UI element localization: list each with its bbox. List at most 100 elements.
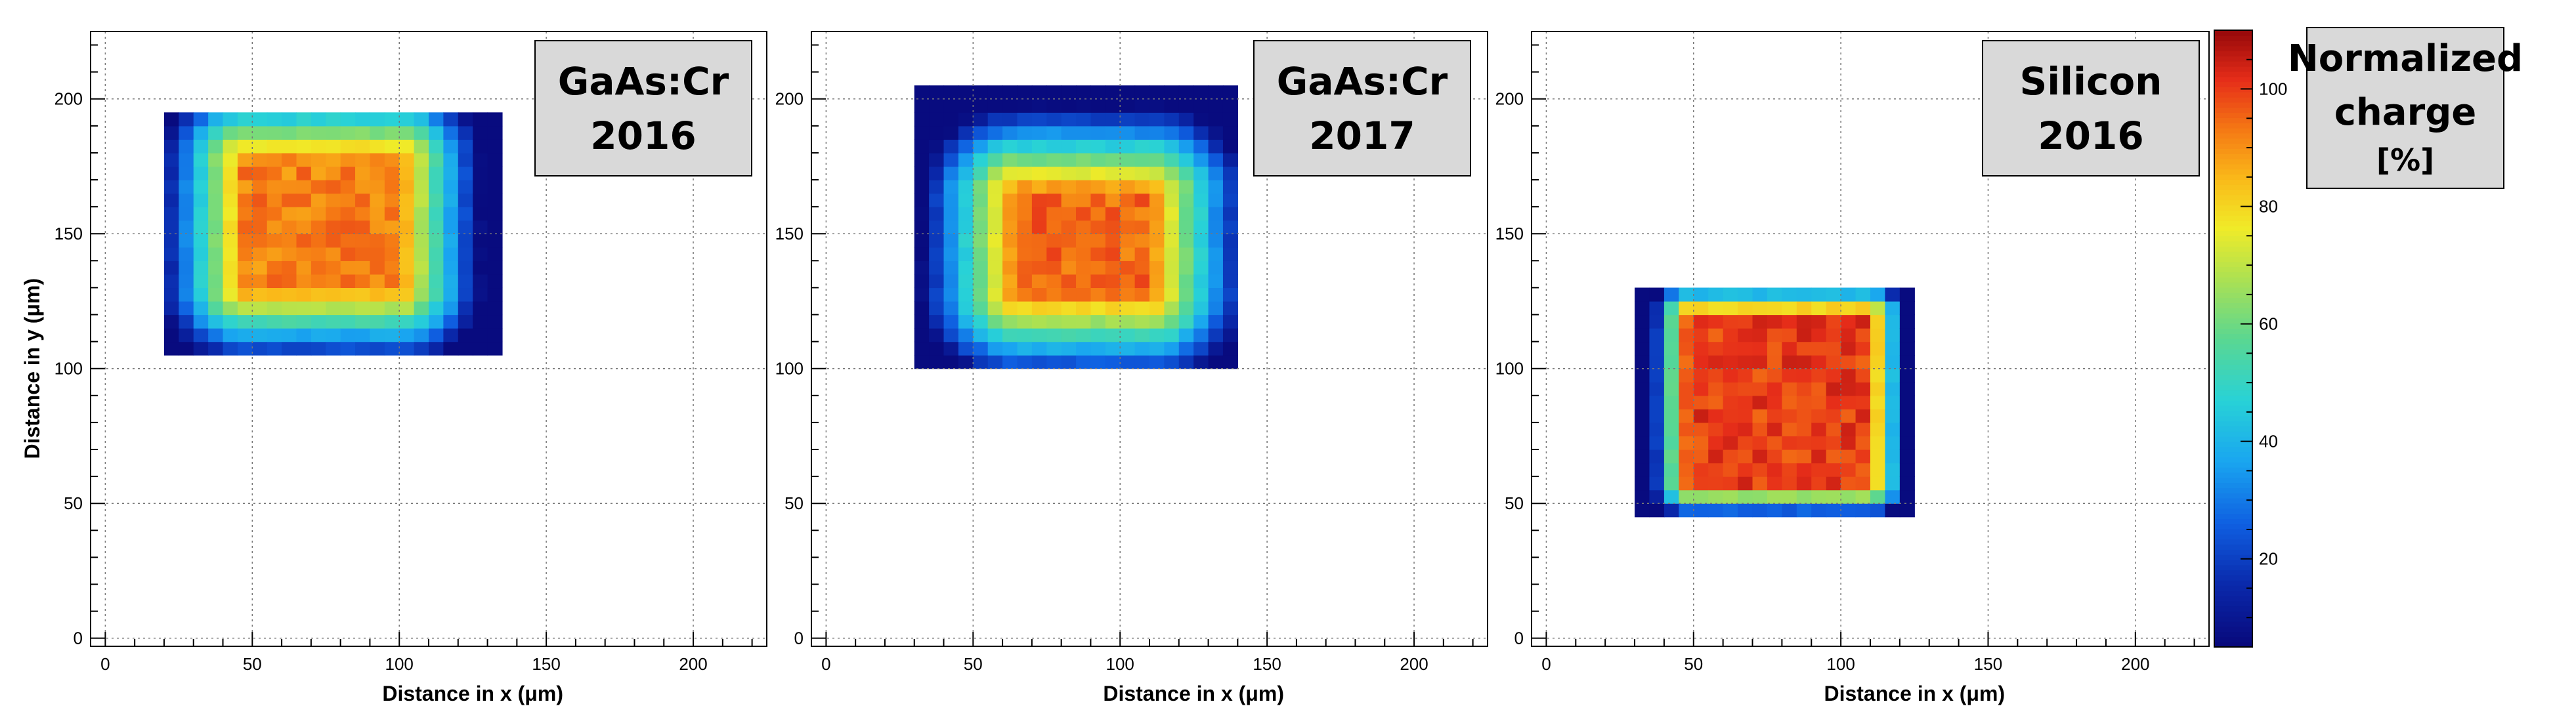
colorbar-segment <box>2214 451 2252 457</box>
colorbar-segment <box>2214 585 2252 591</box>
heatmap-cell <box>296 328 312 343</box>
heatmap-cell <box>384 247 400 261</box>
heatmap-cell <box>267 166 282 180</box>
heatmap-cell <box>443 341 459 356</box>
heatmap-cell <box>1222 260 1238 275</box>
heatmap-cell <box>326 287 341 302</box>
heatmap-cell <box>163 152 179 167</box>
heatmap-cell <box>1120 85 1136 100</box>
heatmap-cell <box>1002 260 1018 275</box>
heatmap-cell <box>296 166 312 180</box>
heatmap-cell <box>267 180 282 194</box>
heatmap-cell <box>487 247 503 261</box>
heatmap-cell <box>223 260 238 275</box>
heatmap-cell <box>1855 476 1871 491</box>
heatmap-cell <box>987 274 1003 289</box>
heatmap-cell <box>1885 463 1900 477</box>
heatmap-cell <box>208 152 224 167</box>
heatmap-cell <box>943 139 959 154</box>
heatmap-cell <box>355 274 371 289</box>
heatmap-cell <box>958 301 974 316</box>
heatmap-cell <box>429 274 444 289</box>
heatmap-cell <box>208 193 224 207</box>
heatmap-cell <box>193 207 209 221</box>
heatmap-cell <box>384 234 400 248</box>
heatmap-cell <box>487 314 503 329</box>
heatmap-cell <box>296 193 312 207</box>
heatmap-cell <box>1826 503 1841 518</box>
heatmap-cell <box>282 301 297 316</box>
heatmap-cell <box>1046 234 1062 248</box>
heatmap-cell <box>340 274 356 289</box>
heatmap-cell <box>1870 355 1886 369</box>
heatmap-cell <box>326 220 341 234</box>
colorbar-tick-label: 80 <box>2259 197 2278 217</box>
colorbar-segment <box>2214 189 2252 196</box>
heatmap-cell <box>1120 152 1136 167</box>
y-tick-label: 50 <box>784 493 804 513</box>
colorbar-segment <box>2214 66 2252 72</box>
colorbar-segment <box>2214 205 2252 211</box>
colorbar-segment <box>2214 148 2252 154</box>
heatmap-cell <box>1164 125 1180 140</box>
heatmap-cell <box>223 112 238 127</box>
heatmap-cell <box>193 260 209 275</box>
heatmap-cell <box>208 341 224 356</box>
heatmap-cell <box>1134 112 1150 127</box>
heatmap-cell <box>443 287 459 302</box>
heatmap-cell <box>1076 112 1092 127</box>
heatmap-cell <box>326 341 341 356</box>
heatmap-cell <box>1149 139 1165 154</box>
heatmap-cell <box>1222 180 1238 194</box>
heatmap-cell <box>399 234 415 248</box>
heatmap-cell <box>473 112 488 127</box>
heatmap-cell <box>237 274 253 289</box>
heatmap-cell <box>1885 476 1900 491</box>
heatmap-cell <box>1105 180 1121 194</box>
heatmap-cell <box>355 287 371 302</box>
colorbar-segment <box>2214 81 2252 87</box>
heatmap-cell <box>1208 274 1224 289</box>
heatmap-cell <box>958 193 974 207</box>
heatmap-cell <box>1002 274 1018 289</box>
heatmap-cell <box>223 207 238 221</box>
heatmap-cell <box>1855 436 1871 450</box>
heatmap-cell <box>1222 152 1238 167</box>
heatmap-cell <box>1679 395 1694 409</box>
heatmap-cell <box>267 287 282 302</box>
axis-ticks <box>91 44 753 646</box>
heatmap-cell <box>1178 220 1194 234</box>
heatmap-cell <box>384 301 400 316</box>
colorbar-segment <box>2214 302 2252 308</box>
heatmap-cell <box>1222 234 1238 248</box>
colorbar-segment <box>2214 343 2252 350</box>
heatmap-cell <box>1017 166 1033 180</box>
heatmap-cell <box>1105 193 1121 207</box>
heatmap-cell <box>1061 112 1077 127</box>
heatmap-cell <box>1017 301 1033 316</box>
heatmap-cell <box>973 328 989 343</box>
heatmap-cell <box>1782 422 1797 437</box>
colorbar-segment <box>2214 96 2252 103</box>
heatmap-cell <box>1076 152 1092 167</box>
colorbar-segment <box>2214 256 2252 262</box>
heatmap-cell <box>958 85 974 100</box>
heatmap-cell <box>1723 301 1738 316</box>
heatmap-cell <box>1885 355 1900 369</box>
heatmap-cell <box>1782 503 1797 518</box>
heatmap-cell <box>1090 234 1106 248</box>
heatmap-cell <box>1090 314 1106 329</box>
heatmap-cell <box>179 301 194 316</box>
heatmap-cell <box>355 328 371 343</box>
colorbar-segment <box>2214 266 2252 272</box>
heatmap-cell <box>443 260 459 275</box>
heatmap-cell <box>414 125 429 140</box>
heatmap-cell <box>1134 260 1150 275</box>
x-axis-title: Distance in x (μm) <box>1103 682 1284 705</box>
heatmap-cell <box>1693 328 1709 343</box>
heatmap-cell <box>355 112 371 127</box>
heatmap-cell <box>1031 314 1047 329</box>
heatmap-cell <box>487 287 503 302</box>
heatmap-cell <box>1693 422 1709 437</box>
heatmap-cell <box>1178 98 1194 113</box>
